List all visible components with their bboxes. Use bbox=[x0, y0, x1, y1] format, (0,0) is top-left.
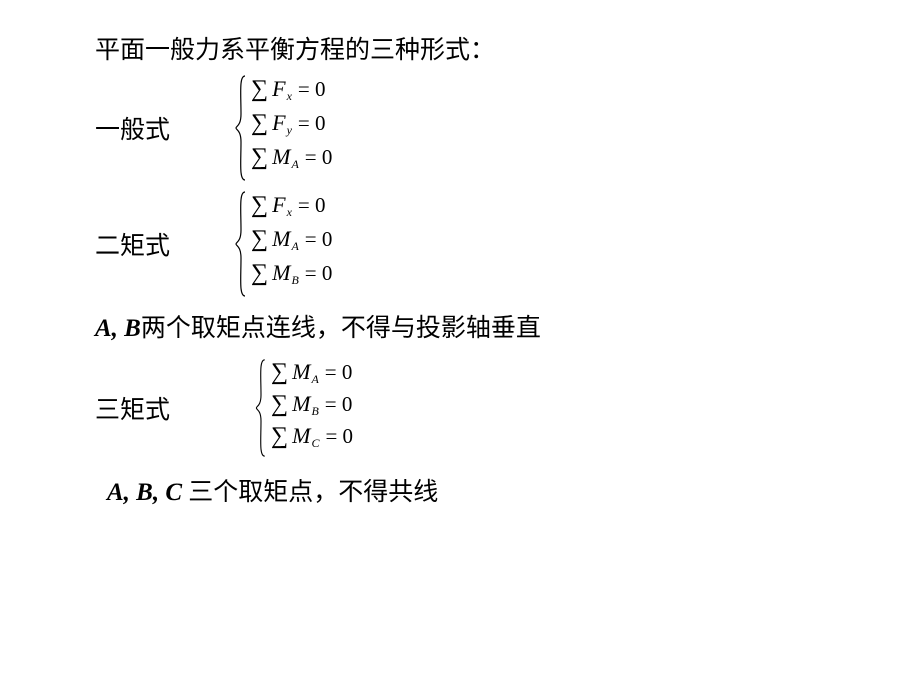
sigma-icon: ∑ bbox=[251, 261, 268, 285]
eq-var: F bbox=[272, 194, 285, 216]
form-three-moment-label: 三矩式 bbox=[95, 390, 205, 426]
brace-icon bbox=[235, 190, 247, 298]
eq-rhs: = 0 bbox=[305, 147, 333, 168]
eq-var: M bbox=[272, 228, 290, 250]
note-three-moment: A, B, C 三个取矩点，不得共线 bbox=[107, 472, 880, 508]
form-general-label: 一般式 bbox=[95, 110, 205, 146]
equation-row: ∑ M B = 0 bbox=[251, 261, 332, 295]
eq-rhs: = 0 bbox=[298, 79, 326, 100]
form-three-moment-equations: ∑ M A = 0 ∑ M B = 0 ∑ M C = 0 bbox=[271, 360, 353, 456]
note-points: A, B, C bbox=[107, 479, 182, 506]
note-two-moment: A, B两个取矩点连线，不得与投影轴垂直 bbox=[95, 308, 880, 344]
eq-sub: B bbox=[291, 274, 298, 286]
equation-row: ∑ F y = 0 bbox=[251, 111, 332, 145]
note-text: 三个取矩点，不得共线 bbox=[182, 479, 438, 506]
eq-var: M bbox=[292, 361, 310, 383]
eq-rhs: = 0 bbox=[298, 113, 326, 134]
form-general-equations: ∑ F x = 0 ∑ F y = 0 ∑ M A = 0 bbox=[251, 77, 332, 179]
form-two-moment-label: 二矩式 bbox=[95, 226, 205, 262]
eq-var: M bbox=[292, 393, 310, 415]
eq-sub: A bbox=[291, 240, 298, 252]
form-three-moment: 三矩式 ∑ M A = 0 ∑ M B = 0 ∑ M C = 0 bbox=[95, 358, 880, 458]
form-general-brace-block: ∑ F x = 0 ∑ F y = 0 ∑ M A = 0 bbox=[235, 74, 332, 182]
sigma-icon: ∑ bbox=[251, 227, 268, 251]
eq-rhs: = 0 bbox=[325, 362, 353, 383]
equation-row: ∑ M A = 0 bbox=[251, 145, 332, 179]
sigma-icon: ∑ bbox=[251, 77, 268, 101]
form-two-moment-brace-block: ∑ F x = 0 ∑ M A = 0 ∑ M B = 0 bbox=[235, 190, 332, 298]
eq-var: M bbox=[292, 425, 310, 447]
equation-row: ∑ F x = 0 bbox=[251, 193, 332, 227]
eq-sub: x bbox=[287, 206, 292, 218]
eq-sub: x bbox=[287, 90, 292, 102]
form-two-moment: 二矩式 ∑ F x = 0 ∑ M A = 0 ∑ M B = 0 bbox=[95, 190, 880, 298]
form-three-moment-brace-block: ∑ M A = 0 ∑ M B = 0 ∑ M C = 0 bbox=[255, 358, 353, 458]
equation-row: ∑ M C = 0 bbox=[271, 424, 353, 456]
eq-var: F bbox=[272, 112, 285, 134]
eq-var: M bbox=[272, 262, 290, 284]
equation-row: ∑ M B = 0 bbox=[271, 392, 353, 424]
sigma-icon: ∑ bbox=[251, 111, 268, 135]
eq-rhs: = 0 bbox=[325, 426, 353, 447]
form-two-moment-equations: ∑ F x = 0 ∑ M A = 0 ∑ M B = 0 bbox=[251, 193, 332, 295]
eq-var: F bbox=[272, 78, 285, 100]
eq-rhs: = 0 bbox=[298, 195, 326, 216]
eq-var: M bbox=[272, 146, 290, 168]
equation-row: ∑ M A = 0 bbox=[271, 360, 353, 392]
eq-rhs: = 0 bbox=[305, 229, 333, 250]
eq-sub: C bbox=[311, 437, 319, 449]
note-points: A, B bbox=[95, 315, 141, 342]
form-general: 一般式 ∑ F x = 0 ∑ F y = 0 ∑ M A = 0 bbox=[95, 74, 880, 182]
sigma-icon: ∑ bbox=[271, 360, 288, 384]
sigma-icon: ∑ bbox=[251, 193, 268, 217]
equation-row: ∑ M A = 0 bbox=[251, 227, 332, 261]
eq-sub: y bbox=[287, 124, 292, 136]
eq-rhs: = 0 bbox=[305, 263, 333, 284]
brace-icon bbox=[235, 74, 247, 182]
eq-sub: B bbox=[311, 405, 318, 417]
sigma-icon: ∑ bbox=[271, 424, 288, 448]
equation-row: ∑ F x = 0 bbox=[251, 77, 332, 111]
page-title: 平面一般力系平衡方程的三种形式： bbox=[95, 30, 880, 66]
eq-rhs: = 0 bbox=[325, 394, 353, 415]
note-text: 两个取矩点连线，不得与投影轴垂直 bbox=[141, 315, 541, 342]
brace-icon bbox=[255, 358, 267, 458]
eq-sub: A bbox=[291, 158, 298, 170]
sigma-icon: ∑ bbox=[271, 392, 288, 416]
sigma-icon: ∑ bbox=[251, 145, 268, 169]
eq-sub: A bbox=[311, 373, 318, 385]
